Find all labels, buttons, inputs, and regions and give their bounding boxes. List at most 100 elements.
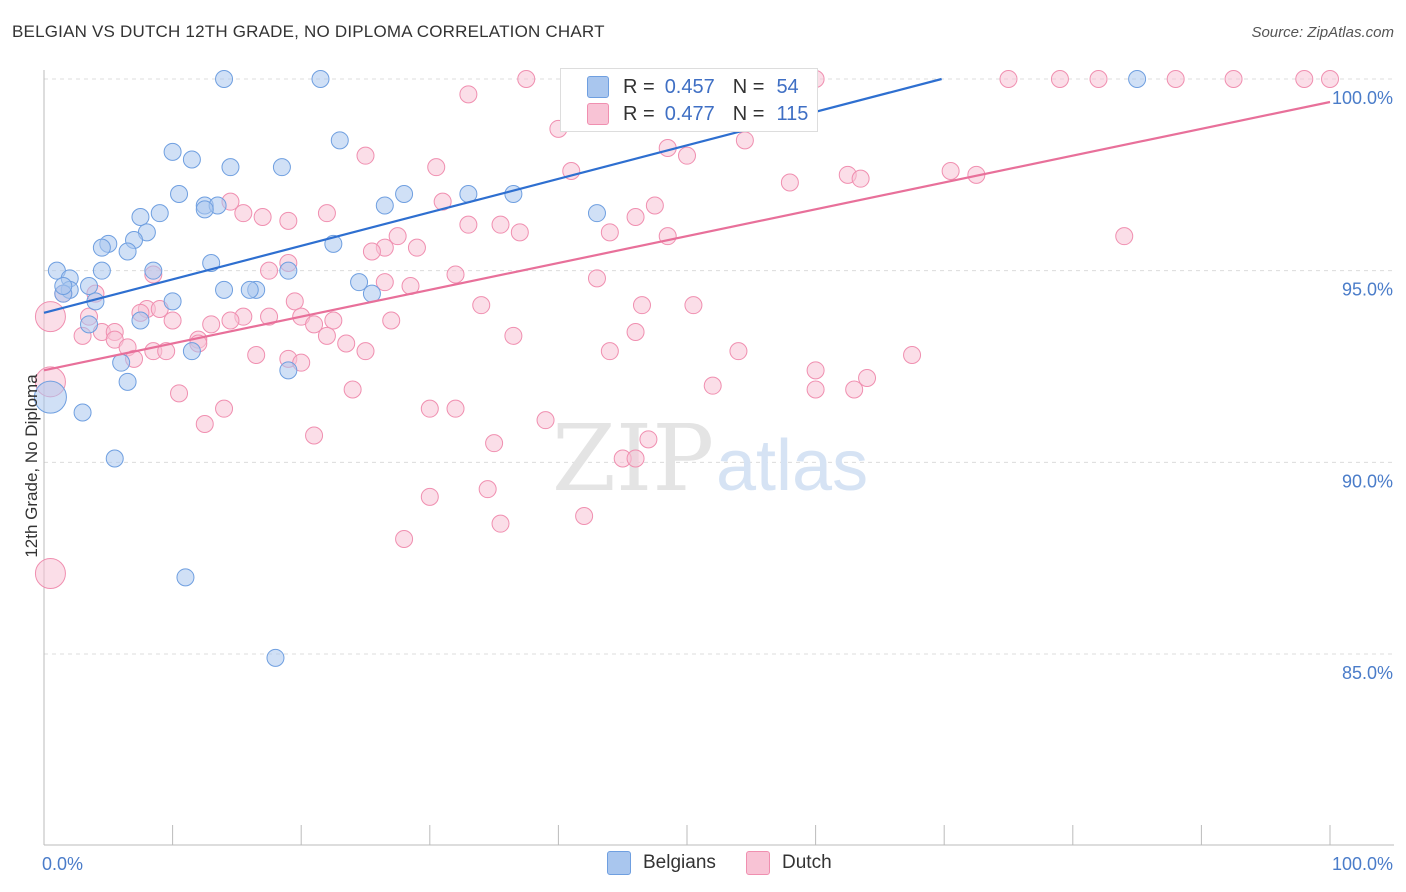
dutch-point bbox=[459, 85, 478, 104]
dutch-point bbox=[504, 326, 523, 345]
belgians-point bbox=[279, 361, 298, 380]
belgians-point bbox=[112, 353, 131, 372]
legend-n-value-belgians: 54 bbox=[776, 75, 799, 98]
dutch-point bbox=[684, 296, 703, 315]
dutch-point bbox=[375, 273, 394, 292]
grid bbox=[44, 78, 1394, 655]
y-axis-label: 12th Grade, No Diploma bbox=[22, 374, 41, 558]
legend-n-value-dutch: 115 bbox=[776, 102, 809, 125]
belgians-point bbox=[80, 315, 99, 334]
belgians-point bbox=[118, 242, 137, 261]
belgians-point bbox=[73, 403, 92, 422]
dutch-point bbox=[587, 269, 606, 288]
belgians-point bbox=[375, 196, 394, 215]
belgians-point bbox=[150, 204, 169, 223]
dutch-point bbox=[575, 507, 594, 525]
dutch-point bbox=[195, 415, 214, 433]
y-tick-label: 85.0% bbox=[1342, 663, 1393, 683]
bottom-legend-swatch-belgians bbox=[607, 851, 631, 875]
dutch-point bbox=[485, 434, 504, 453]
dutch-point bbox=[806, 380, 825, 399]
dutch-point bbox=[343, 380, 362, 399]
bottom-legend-label-dutch: Dutch bbox=[782, 852, 832, 873]
dutch-point bbox=[260, 307, 279, 326]
dutch-point bbox=[253, 208, 272, 226]
belgians-point bbox=[195, 200, 214, 219]
legend-n-label: N = bbox=[732, 75, 765, 98]
dutch-point bbox=[324, 311, 343, 330]
y-tick-label: 100.0% bbox=[1332, 88, 1393, 108]
watermark-atlas: atlas bbox=[716, 426, 868, 506]
belgians-point bbox=[182, 342, 201, 361]
belgians-point bbox=[330, 131, 349, 150]
belgians-point bbox=[272, 158, 291, 177]
dutch-point bbox=[305, 315, 324, 334]
dutch-point bbox=[247, 346, 266, 364]
legend-r-value-belgians: 0.457 bbox=[664, 75, 715, 98]
x-tick-label: 100.0% bbox=[1332, 854, 1393, 874]
belgians-point bbox=[350, 273, 369, 292]
dutch-point bbox=[639, 430, 658, 449]
dutch-point bbox=[221, 311, 240, 330]
watermark: ZIP atlas bbox=[552, 405, 868, 512]
dutch-point bbox=[356, 342, 375, 361]
legend-r-value-dutch: 0.477 bbox=[664, 102, 715, 125]
dutch-point bbox=[780, 173, 799, 192]
dutch-point bbox=[317, 326, 336, 345]
dutch-point bbox=[851, 169, 870, 188]
dutch-point bbox=[510, 223, 529, 242]
dutch-point bbox=[678, 146, 696, 165]
bottom-legend-dutch: Dutch bbox=[746, 851, 832, 875]
dutch-point bbox=[420, 399, 439, 418]
belgians-point bbox=[54, 277, 73, 295]
dutch-point bbox=[1224, 70, 1243, 88]
belgians-point bbox=[182, 150, 201, 169]
belgians-point bbox=[221, 158, 240, 177]
dutch-point bbox=[356, 146, 375, 165]
dutch-point bbox=[1295, 70, 1314, 88]
belgians-point bbox=[279, 261, 298, 280]
dutch-point bbox=[215, 399, 234, 418]
legend-row-belgians: R = 0.457 N = 54 bbox=[587, 75, 799, 99]
dutch-point bbox=[645, 196, 664, 215]
dutch-point bbox=[395, 530, 414, 548]
dutch-point bbox=[472, 296, 491, 315]
belgians-point bbox=[131, 208, 150, 226]
dutch-point bbox=[163, 311, 182, 330]
dutch-point bbox=[446, 399, 465, 418]
dutch-point bbox=[407, 238, 426, 257]
dutch-point bbox=[903, 346, 922, 364]
dutch-point bbox=[317, 204, 336, 223]
belgians-point bbox=[240, 280, 259, 299]
belgians-point bbox=[92, 238, 111, 257]
belgians-point bbox=[131, 311, 150, 330]
dutch-point bbox=[362, 242, 381, 261]
dutch-point bbox=[626, 449, 645, 468]
belgians-point bbox=[163, 142, 182, 161]
belgians-point bbox=[105, 449, 124, 468]
belgians-point bbox=[215, 70, 234, 88]
dutch-point bbox=[806, 361, 825, 380]
bottom-legend-label-belgians: Belgians bbox=[643, 852, 716, 873]
dutch-point bbox=[517, 70, 536, 88]
dutch-point bbox=[626, 208, 645, 226]
dutch-point bbox=[388, 227, 407, 246]
dutch-point bbox=[600, 342, 619, 361]
belgians-point bbox=[80, 277, 99, 295]
dutch-point bbox=[941, 162, 960, 180]
legend-swatch-dutch bbox=[587, 103, 609, 125]
dutch-point bbox=[420, 487, 439, 506]
belgians-point bbox=[266, 648, 285, 667]
dutch-point bbox=[845, 380, 864, 399]
dutch-point bbox=[279, 211, 298, 230]
dutch-point bbox=[1115, 227, 1134, 246]
dutch-point bbox=[305, 426, 324, 445]
dutch-point bbox=[234, 204, 253, 223]
bottom-legend-belgians: Belgians bbox=[607, 851, 716, 875]
dutch-point bbox=[632, 296, 651, 315]
scatter-points bbox=[33, 70, 1339, 667]
dutch-point bbox=[703, 376, 722, 395]
legend-n-label: N = bbox=[732, 102, 765, 125]
stats-legend: R = 0.457 N = 54 R = 0.477 N = 115 bbox=[560, 68, 818, 132]
